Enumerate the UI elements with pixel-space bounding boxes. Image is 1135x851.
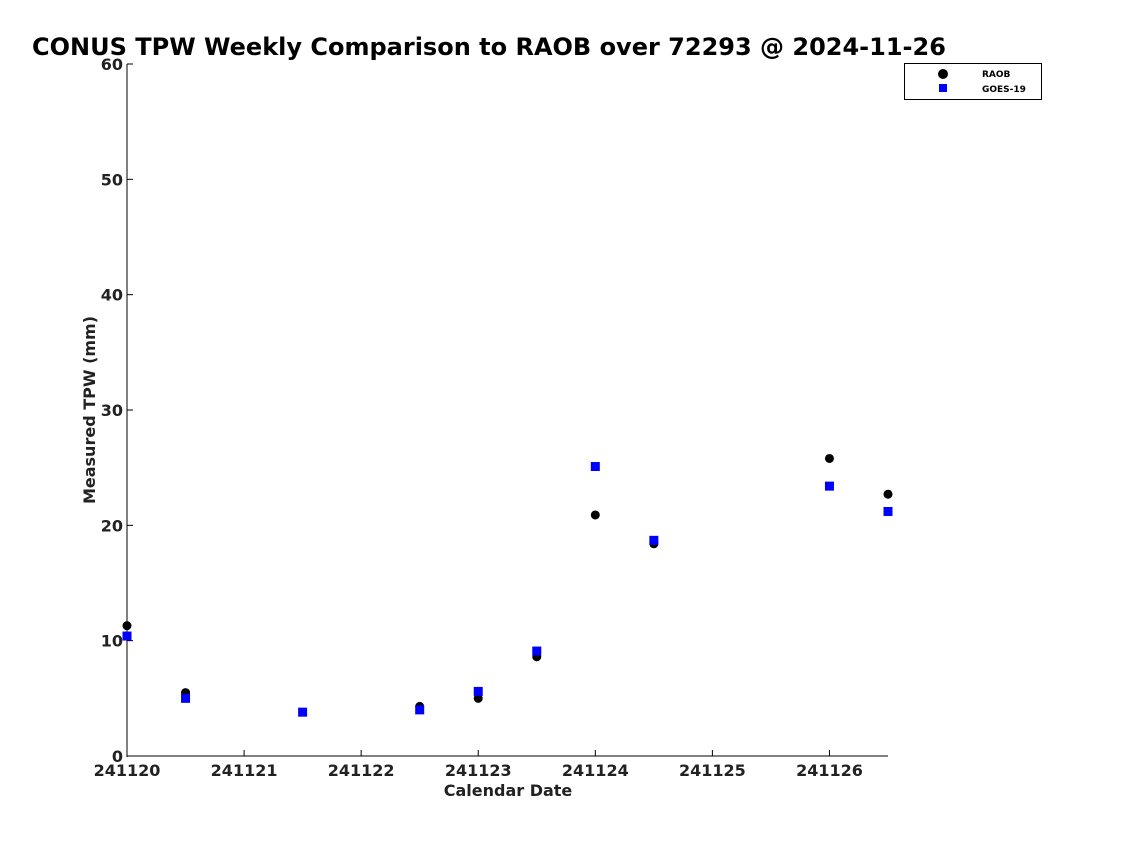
x-axis-label: Calendar Date xyxy=(444,781,573,800)
legend-goes-label: GOES-19 xyxy=(982,85,1026,95)
goes-19-point xyxy=(473,686,483,696)
goes-19-point xyxy=(824,481,834,491)
goes-19-point xyxy=(883,506,893,516)
goes-19-point xyxy=(181,693,191,703)
x-tick-label: 241124 xyxy=(562,761,629,780)
data-points xyxy=(122,453,893,717)
legend-raob-marker xyxy=(938,69,948,79)
raob-point xyxy=(473,693,483,703)
y-tick-label: 50 xyxy=(101,170,123,189)
x-tick-label: 241120 xyxy=(94,761,161,780)
raob-point xyxy=(122,621,132,631)
legend-raob-label: RAOB xyxy=(982,70,1011,80)
y-tick-label: 10 xyxy=(101,632,123,651)
goes-19-point xyxy=(415,705,425,715)
raob-point xyxy=(824,453,834,463)
y-tick-label: 30 xyxy=(101,401,123,420)
x-tick-label: 241122 xyxy=(328,761,395,780)
axes xyxy=(126,64,888,757)
x-ticks: 241120 241121 241122 241123 241124 241125 2411… xyxy=(94,750,863,780)
goes-19-point xyxy=(298,707,308,717)
y-axis-label: Measured TPW (mm) xyxy=(80,316,99,504)
y-tick-label: 60 xyxy=(101,55,123,74)
goes-19-point xyxy=(649,535,659,545)
y-tick-label: 20 xyxy=(101,516,123,535)
goes-19-point xyxy=(122,631,132,641)
raob-point xyxy=(590,510,600,520)
x-tick-label: 241121 xyxy=(211,761,278,780)
chart-title: CONUS TPW Weekly Comparison to RAOB over… xyxy=(32,33,946,61)
raob-point xyxy=(883,489,893,499)
x-tick-label: 241126 xyxy=(796,761,863,780)
y-ticks: 0 10 20 30 40 50 60 xyxy=(101,55,133,766)
x-tick-label: 241123 xyxy=(445,761,512,780)
legend: RAOB GOES-19 xyxy=(904,63,1042,100)
y-tick-label: 0 xyxy=(112,747,123,766)
legend-goes-marker xyxy=(939,84,947,92)
legend-box xyxy=(904,63,1042,100)
goes-19-point xyxy=(590,462,600,472)
x-tick-label: 241125 xyxy=(679,761,746,780)
goes-19-point xyxy=(532,646,542,656)
y-tick-label: 40 xyxy=(101,286,123,305)
